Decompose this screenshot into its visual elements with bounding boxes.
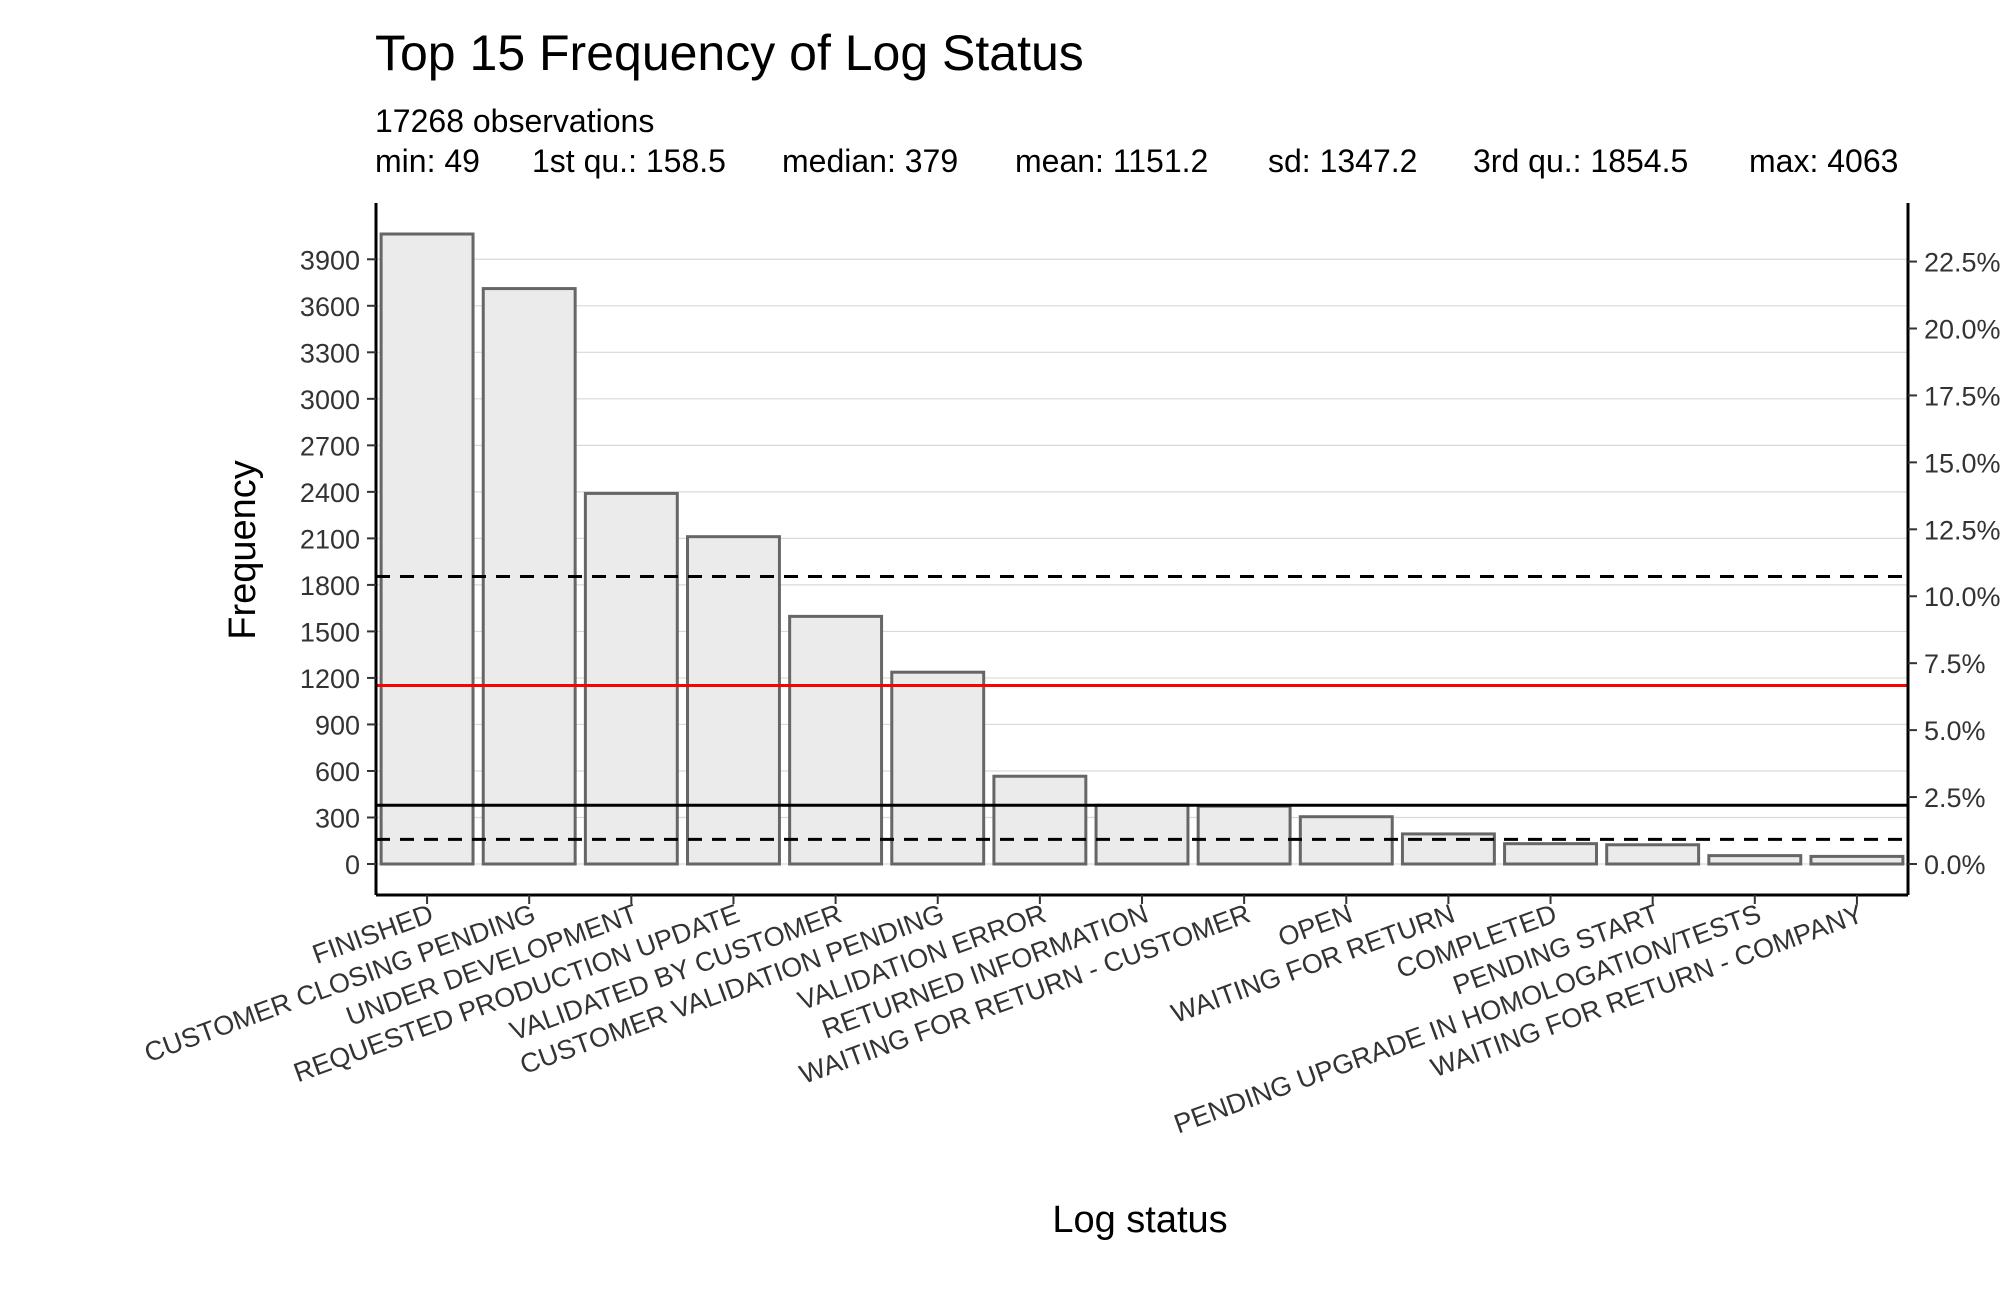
y-tick-label: 0	[345, 850, 360, 880]
bar	[788, 614, 884, 866]
stat-q3: 3rd qu.: 1854.5	[1473, 143, 1688, 179]
y-tick-label: 900	[315, 710, 360, 740]
bar	[1196, 804, 1292, 866]
y-tick-label: 2400	[300, 478, 360, 508]
y-tick-label: 3000	[300, 385, 360, 415]
bars	[379, 232, 1905, 866]
y2-tick-label: 5.0%	[1924, 716, 1986, 746]
y-tick-label: 600	[315, 757, 360, 787]
stat-max: max: 4063	[1749, 143, 1898, 179]
x-axis-label: Log status	[1052, 1199, 1227, 1241]
stat-mean: mean: 1151.2	[1015, 143, 1208, 179]
y-tick-label: 2100	[300, 524, 360, 554]
y-tick-label: 300	[315, 803, 360, 833]
y2-tick-label: 0.0%	[1924, 850, 1986, 880]
stat-q1: 1st qu.: 158.5	[532, 143, 726, 179]
y-tick-label: 3900	[300, 245, 360, 275]
y-tick-label: 2700	[300, 431, 360, 461]
bar	[583, 491, 679, 866]
bar	[992, 774, 1088, 866]
y-tick-label: 1500	[300, 617, 360, 647]
y2-tick-label: 2.5%	[1924, 783, 1986, 813]
y2-tick-label: 15.0%	[1924, 448, 2001, 478]
bar	[890, 670, 986, 866]
bar	[1094, 803, 1190, 866]
bar	[1707, 854, 1803, 866]
stat-median: median: 379	[782, 143, 958, 179]
chart-title: Top 15 Frequency of Log Status	[375, 25, 1084, 81]
y2-tick-label: 12.5%	[1924, 515, 2001, 545]
bar	[1605, 843, 1701, 866]
y2-tick-label: 22.5%	[1924, 248, 2001, 278]
bar	[379, 232, 475, 866]
y2-tick-label: 20.0%	[1924, 314, 2001, 344]
y2-tick-label: 10.0%	[1924, 582, 2001, 612]
y-tick-label: 3600	[300, 292, 360, 322]
chart-subtitle: 17268 observations	[375, 103, 654, 139]
y2-tick-label: 17.5%	[1924, 381, 2001, 411]
bar	[1503, 842, 1598, 866]
bar	[686, 535, 781, 866]
y-tick-label: 1800	[300, 571, 360, 601]
stat-sd: sd: 1347.2	[1268, 143, 1417, 179]
y-tick-label: 3300	[300, 338, 360, 368]
y-tick-label: 1200	[300, 664, 360, 694]
bar	[1809, 854, 1905, 866]
stat-min: min: 49	[375, 143, 480, 179]
y2-tick-label: 7.5%	[1924, 649, 1986, 679]
y-axis-label: Frequency	[222, 460, 264, 640]
reference-lines	[376, 574, 1908, 841]
